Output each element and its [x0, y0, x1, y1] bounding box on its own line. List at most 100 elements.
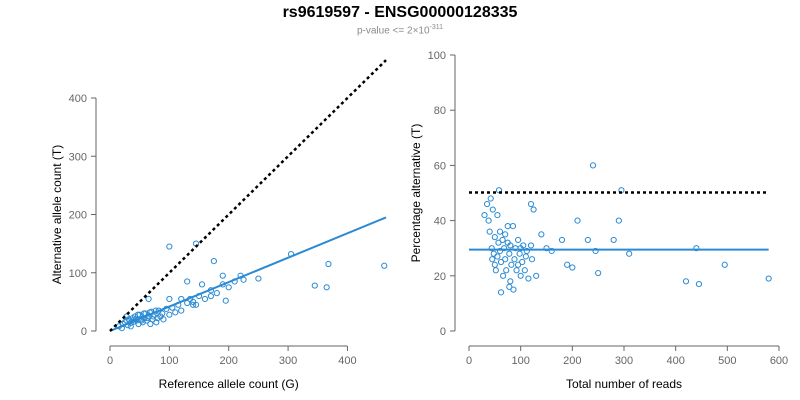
right-y-tick-label: 80	[434, 105, 446, 117]
left-data-point	[147, 320, 154, 328]
right-data-point	[520, 242, 527, 249]
right-data-point	[584, 236, 591, 244]
right-data-point	[499, 236, 506, 244]
right-x-tick-label: 0	[466, 355, 472, 367]
right-data-point	[682, 278, 690, 285]
left-x-tick-label: 0	[107, 355, 113, 367]
right-data-point	[491, 234, 498, 241]
right-x-tick-label: 200	[563, 355, 581, 367]
left-data-point	[192, 301, 200, 308]
right-data-point	[595, 269, 602, 277]
right-data-point	[481, 211, 488, 219]
left-data-point	[213, 290, 220, 297]
left-data-point	[311, 282, 318, 289]
left-data-point	[153, 319, 160, 326]
left-x-tick-label: 100	[160, 355, 178, 367]
right-data-point	[510, 286, 517, 293]
right-data-point	[533, 272, 540, 279]
right-data-point	[492, 267, 499, 274]
right-data-point	[487, 195, 494, 202]
right-y-axis-label: Percentage alternative (T)	[409, 124, 423, 263]
right-data-point	[511, 256, 518, 263]
right-data-point	[519, 258, 526, 266]
left-y-axis-label: Alternative allele count (T)	[50, 145, 64, 284]
right-data-point	[721, 261, 728, 268]
right-data-point	[489, 206, 496, 213]
right-data-point	[501, 245, 508, 252]
left-data-point	[166, 295, 173, 303]
left-y-tick-label: 400	[69, 93, 87, 105]
left-x-tick-label: 200	[220, 355, 238, 367]
right-x-tick-label: 400	[666, 355, 684, 367]
right-data-point	[548, 247, 555, 255]
left-x-axis-label: Reference allele count (G)	[159, 377, 299, 391]
right-y-tick-label: 40	[434, 216, 446, 228]
left-x-tick-label: 300	[279, 355, 297, 367]
left-data-point	[166, 243, 173, 250]
right-data-point	[504, 223, 511, 230]
left-data-point	[166, 311, 173, 318]
right-data-point	[502, 256, 509, 263]
left-data-point	[159, 310, 166, 317]
right-y-tick-label: 0	[440, 326, 446, 338]
right-data-point	[497, 258, 505, 266]
right-x-tick-label: 500	[718, 355, 736, 367]
left-data-point	[198, 281, 206, 288]
right-data-point	[514, 236, 522, 244]
subtitle-exponent: -311	[429, 24, 444, 31]
right-data-point	[521, 267, 528, 274]
right-data-point	[507, 242, 514, 249]
left-data-point	[323, 284, 330, 291]
right-data-point	[589, 162, 597, 169]
left-data-point	[172, 309, 179, 316]
right-data-point	[574, 217, 581, 224]
right-data-point	[500, 272, 507, 279]
chart-subtitle: p-value <= 2×10-311	[0, 24, 800, 36]
right-data-point	[483, 200, 491, 208]
right-scatter-panel: 0 100 200 300 400 500 600 0 20 40 60 80 100 Total num…	[409, 50, 788, 391]
right-data-point	[485, 217, 492, 224]
right-data-point	[693, 245, 700, 252]
left-data-point	[381, 262, 388, 269]
subtitle-pvalue: p-value <= 2×10	[356, 25, 430, 37]
left-x-tick-label: 400	[338, 355, 356, 367]
left-data-point	[134, 311, 141, 318]
right-data-point	[516, 250, 523, 257]
right-data-point	[615, 217, 622, 224]
left-data-point	[178, 307, 185, 314]
right-data-point	[592, 247, 599, 255]
right-data-point	[496, 247, 504, 255]
right-data-point	[486, 228, 493, 235]
left-data-point	[201, 295, 209, 303]
right-data-point	[695, 280, 703, 288]
left-data-point	[184, 299, 191, 307]
chart-title: rs9619597 - ENSG00000128335	[282, 4, 518, 21]
right-x-tick-label: 300	[615, 355, 633, 367]
right-data-point	[523, 247, 530, 255]
left-data-point	[190, 301, 197, 308]
right-y-tick-label: 100	[428, 50, 446, 62]
right-data-point	[525, 275, 532, 282]
left-data-point	[240, 276, 247, 283]
right-data-point	[558, 236, 566, 244]
right-x-tick-label: 100	[511, 355, 529, 367]
right-data-point	[569, 264, 576, 271]
right-data-point	[765, 275, 772, 282]
right-data-point	[494, 253, 501, 260]
left-y-tick-label: 0	[81, 326, 87, 338]
left-scatter-panel: 0 100 200 300 400 0 100 200 300 400 Reference alle…	[50, 59, 388, 391]
left-data-point	[145, 295, 152, 303]
right-data-point	[495, 187, 503, 194]
left-data-point	[207, 292, 215, 300]
right-data-point	[497, 289, 505, 296]
left-fit-line	[109, 216, 387, 332]
right-data-point	[610, 236, 617, 244]
left-reference-line	[109, 59, 387, 332]
left-data-point	[222, 297, 229, 304]
left-data-point	[160, 316, 167, 323]
right-data-point	[507, 278, 514, 285]
left-y-tick-label: 100	[69, 268, 87, 280]
right-data-point	[508, 261, 515, 268]
right-data-point	[626, 250, 633, 257]
